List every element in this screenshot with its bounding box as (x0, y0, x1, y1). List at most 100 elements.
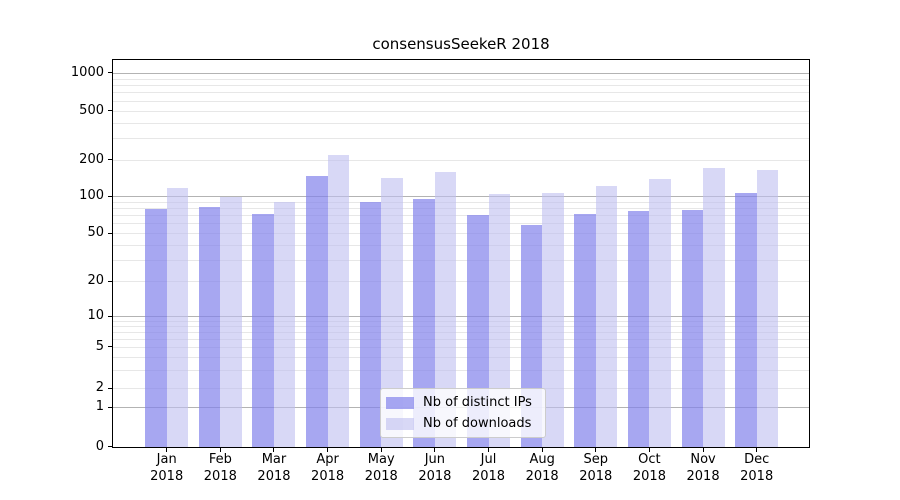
gridline-minor (113, 215, 809, 217)
x-tick-label: Aug 2018 (525, 452, 559, 484)
bar-distinct-ips (574, 213, 596, 447)
x-tick-label: Nov 2018 (686, 452, 720, 484)
y-tick (107, 280, 112, 282)
x-tick-label: Jun 2018 (418, 452, 452, 484)
y-tick (107, 346, 112, 347)
gridline-minor (113, 281, 809, 282)
gridline-minor (113, 326, 809, 328)
x-tick (648, 447, 650, 452)
gridline-minor (113, 122, 809, 124)
y-tick (107, 195, 112, 197)
y-tick-label: 200 (79, 151, 104, 167)
bar-downloads (649, 179, 671, 447)
x-tick (488, 447, 490, 452)
x-tick (380, 447, 382, 452)
bar-downloads (381, 178, 403, 447)
bar-downloads (166, 188, 189, 447)
bar-downloads (327, 155, 350, 447)
x-tick-label: Feb 2018 (203, 452, 237, 484)
bar-distinct-ips (252, 214, 274, 447)
x-tick (327, 447, 329, 452)
gridline-minor (113, 159, 809, 161)
y-tick (107, 446, 112, 447)
gridline-minor (113, 78, 809, 80)
gridline-minor (113, 244, 809, 246)
y-tick (107, 110, 112, 112)
bar-downloads (434, 172, 457, 447)
x-tick-label: Jul 2018 (471, 452, 506, 484)
x-tick (541, 447, 543, 452)
gridline-minor (113, 85, 809, 87)
gridline-minor (113, 201, 809, 203)
y-tick-label: 10 (87, 308, 104, 324)
legend-swatch-ips (386, 396, 414, 409)
bar-distinct-ips (735, 193, 757, 447)
legend: Nb of distinct IPs Nb of downloads (380, 388, 546, 438)
y-tick-label: 50 (87, 225, 104, 241)
y-tick-label: 1 (95, 399, 104, 414)
bar-distinct-ips (627, 210, 650, 447)
y-tick-label: 0 (95, 438, 104, 454)
y-tick (107, 232, 112, 234)
bar-distinct-ips (413, 199, 435, 447)
y-tick-label: 500 (79, 102, 104, 118)
y-tick (107, 315, 112, 317)
gridline-minor (113, 223, 809, 225)
legend-swatch-downloads (386, 417, 414, 430)
gridline-major (113, 72, 809, 74)
chart-title: consensusSeekeR 2018 (372, 35, 550, 53)
y-tick (107, 72, 112, 74)
legend-label: Nb of distinct IPs (423, 395, 532, 410)
bar-layer (113, 60, 809, 447)
legend-label: Nb of downloads (423, 416, 532, 431)
y-tick-label: 20 (87, 273, 104, 288)
gridline-minor (113, 92, 809, 94)
x-tick (595, 447, 597, 452)
x-tick-label: Jan 2018 (150, 452, 184, 484)
gridline-minor (113, 320, 809, 322)
bar-downloads (595, 185, 618, 447)
x-tick-label: Oct 2018 (632, 452, 666, 484)
x-tick (434, 447, 436, 452)
y-tick (107, 406, 112, 408)
bar-downloads (488, 194, 511, 447)
gridline-minor (113, 346, 809, 348)
gridline-minor (113, 137, 809, 139)
x-tick-label: Dec 2018 (740, 452, 774, 484)
x-tick-label: Sep 2018 (579, 452, 613, 484)
gridline-minor (113, 100, 809, 102)
gridline-minor (113, 110, 809, 112)
y-tick-label: 100 (79, 188, 104, 203)
bar-distinct-ips (145, 209, 167, 447)
x-tick-label: Apr 2018 (311, 452, 345, 484)
gridline-minor (113, 233, 809, 235)
x-tick (273, 447, 275, 452)
bar-downloads (703, 168, 725, 447)
y-tick (107, 387, 112, 389)
y-tick (107, 159, 112, 160)
y-tick-label: 2 (95, 380, 104, 396)
x-tick (166, 447, 168, 452)
x-tick (702, 447, 704, 452)
gridline-minor (113, 259, 809, 261)
gridline-major (113, 316, 809, 318)
bar-distinct-ips (306, 176, 328, 447)
gridline-minor (113, 331, 809, 333)
bar-distinct-ips (198, 206, 221, 447)
x-tick-label: May 2018 (364, 452, 398, 484)
legend-item: Nb of downloads (386, 416, 539, 431)
x-tick-label: Mar 2018 (257, 452, 291, 484)
legend-item: Nb of distinct IPs (386, 395, 539, 410)
gridline-minor (113, 356, 809, 358)
gridline-minor (113, 369, 809, 371)
bar-downloads (756, 170, 779, 447)
bar-downloads (542, 193, 564, 447)
bar-downloads (220, 196, 242, 447)
bar-distinct-ips (359, 202, 382, 447)
plot-area (112, 59, 810, 448)
gridline-minor (113, 208, 809, 209)
gridline-minor (113, 338, 809, 340)
bar-downloads (273, 202, 296, 447)
